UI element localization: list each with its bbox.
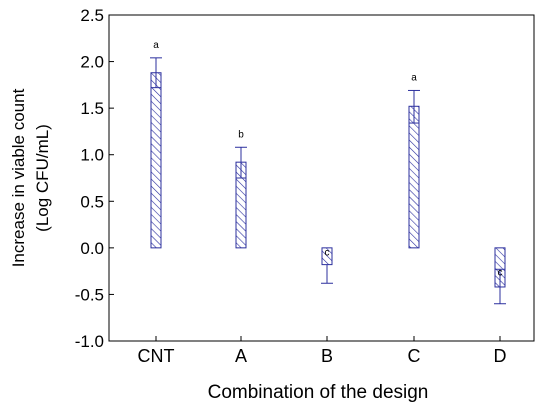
y-tick-label: 1.0 — [80, 146, 104, 165]
y-axis-label-line2: (Log CFU/mL) — [33, 124, 52, 232]
y-tick-label: -0.5 — [75, 285, 104, 304]
significance-letter: a — [153, 40, 159, 51]
x-tick-label: D — [494, 346, 507, 366]
x-tick-label: C — [408, 346, 421, 366]
x-axis: CNT A B C D — [138, 336, 507, 366]
significance-letter: b — [238, 129, 244, 140]
y-tick-label: 2.5 — [80, 6, 104, 25]
bar — [150, 72, 162, 249]
significance-letter: c — [498, 268, 503, 279]
y-tick-label: 0.5 — [80, 192, 104, 211]
significance-letter: a — [411, 72, 417, 83]
bars: a b c a c — [150, 40, 506, 305]
y-axis-label-line1: Increase in viable count — [9, 88, 28, 267]
bar — [408, 105, 420, 249]
x-axis-label: Combination of the design — [208, 382, 429, 403]
plot-area — [108, 14, 535, 342]
y-tick-label: 0.0 — [80, 239, 104, 258]
y-tick-label: 2.0 — [80, 53, 104, 72]
y-axis: -1.0 -0.5 0.0 0.5 1.0 1.5 2.0 2.5 — [75, 6, 114, 351]
x-tick-label: CNT — [138, 346, 175, 366]
y-tick-label: 1.5 — [80, 99, 104, 118]
y-tick-label: -1.0 — [75, 332, 104, 351]
x-tick-label: A — [235, 346, 247, 366]
significance-letter: c — [325, 247, 330, 258]
x-tick-label: B — [321, 346, 333, 366]
